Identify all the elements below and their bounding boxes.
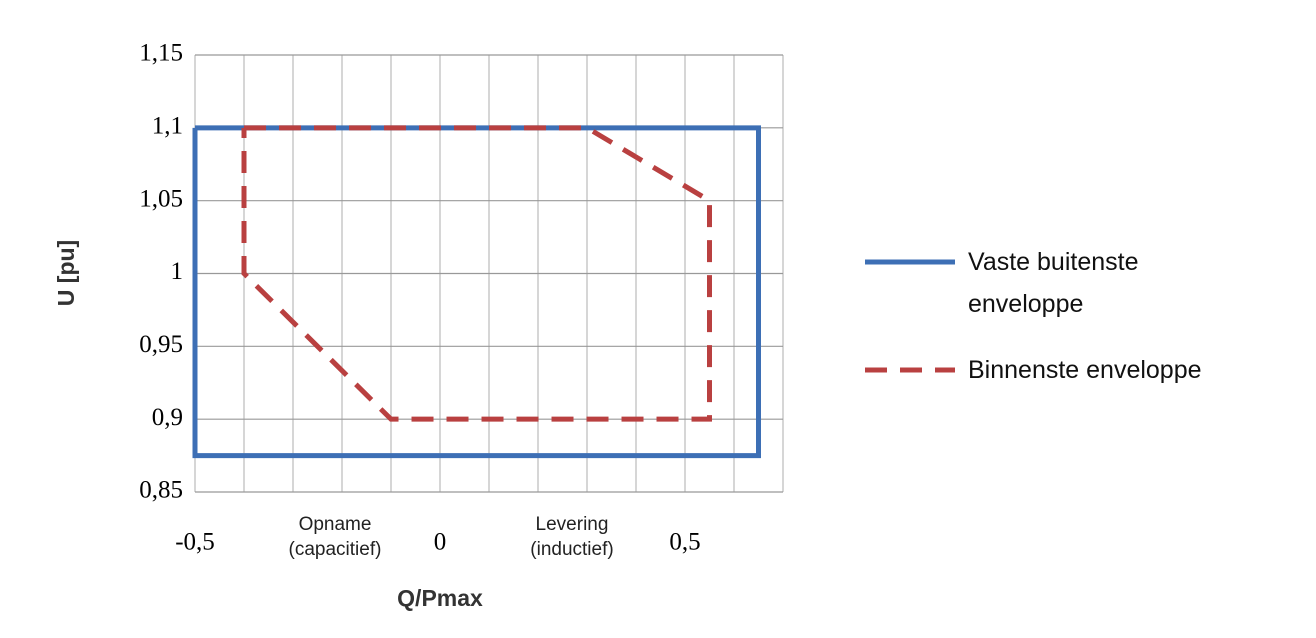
legend-label: Binnenste enveloppe xyxy=(968,356,1202,384)
x-tick-label: 0,5 xyxy=(669,529,700,556)
x-tick-label: 0 xyxy=(434,529,447,556)
y-tick-label: 0,9 xyxy=(152,404,183,431)
x-axis-title: Q/Pmax xyxy=(397,585,483,611)
y-tick-label: 1,1 xyxy=(152,113,183,140)
annotation: Opname (capacitief) xyxy=(288,514,382,560)
y-tick-label: 0,95 xyxy=(139,331,183,358)
line-series xyxy=(192,125,761,459)
y-tick-label: 1,15 xyxy=(139,40,183,67)
y-tick-label: 1 xyxy=(171,258,184,285)
x-tick-label: -0,5 xyxy=(175,529,215,556)
legend-label: Vaste buitenste enveloppe xyxy=(968,248,1139,318)
y-tick-label: 0,85 xyxy=(139,477,183,504)
y-axis-title: U [pu] xyxy=(53,240,79,306)
line-series xyxy=(241,125,712,422)
annotation: Levering (inductief) xyxy=(530,514,614,560)
y-tick-label: 1,05 xyxy=(139,185,183,212)
